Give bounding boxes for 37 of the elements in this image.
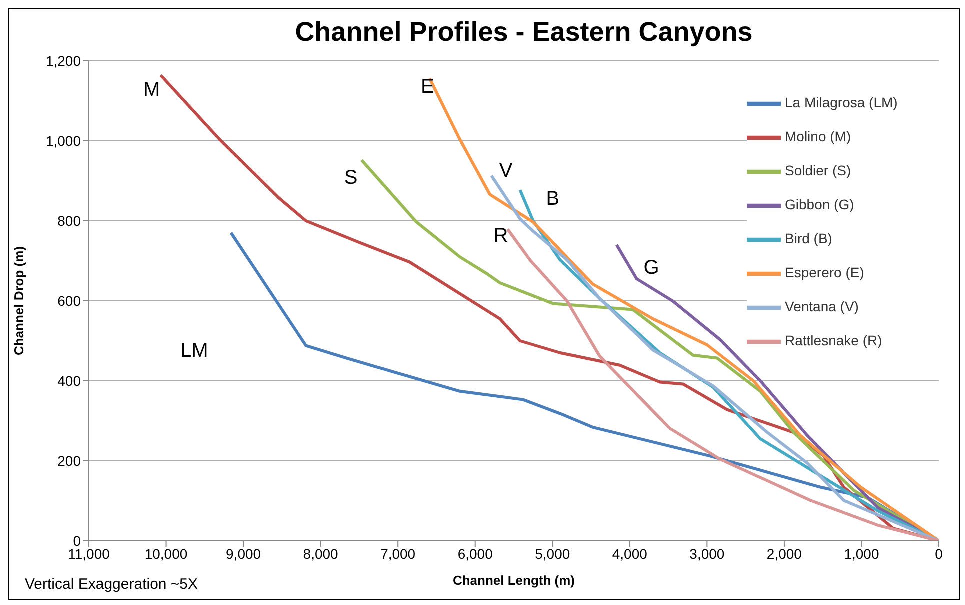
y-tick-label: 1,000 [46,132,82,149]
x-tick-label: 8,000 [303,546,339,562]
y-tick-label: 600 [58,292,82,309]
x-tick-label: 3,000 [690,546,725,562]
legend-label: La Milagrosa (LM) [785,94,898,111]
annotation: E [420,76,434,100]
legend-label: Esperero (E) [785,264,864,281]
x-axis-title: Channel Length (m) [452,573,576,588]
legend-label: Ventana (V) [785,298,859,315]
legend-label: Soldier (S) [785,162,852,179]
annotation: R [494,225,508,248]
chart-title: Channel Profiles - Eastern Canyons [294,17,754,48]
annotation: G [644,256,660,280]
legend-label: Bird (B) [785,230,832,247]
annotation: M [144,79,160,102]
y-tick-label: 800 [58,212,82,229]
x-tick-label: 5,000 [535,546,570,562]
x-tick-label: 7,000 [380,546,416,562]
text: Vertical Exaggeration ~5X [25,576,198,593]
x-tick-label: 10,000 [144,546,188,562]
y-axis-title: Channel Drop (m) [12,246,27,356]
x-tick-label: 4,000 [612,546,648,562]
legend-label: Rattlesnake (R) [785,332,882,349]
x-tick-label: 2,000 [766,546,802,562]
annotation: B [546,188,560,211]
x-tick-label: 9,000 [226,546,262,562]
x-tick-label: 0 [935,546,944,562]
x-tick-label: 6,000 [458,546,494,562]
legend-label: Molino (M) [785,128,852,145]
y-tick-label: 1,200 [46,52,82,69]
annotation: LM [180,340,208,363]
y-tick-label: 400 [58,372,82,389]
annotation: V [499,160,513,184]
legend-label: Gibbon (G) [785,196,854,213]
annotation: S [344,166,358,190]
x-tick-label: 1,000 [844,546,880,562]
y-tick-label: 200 [58,452,82,469]
